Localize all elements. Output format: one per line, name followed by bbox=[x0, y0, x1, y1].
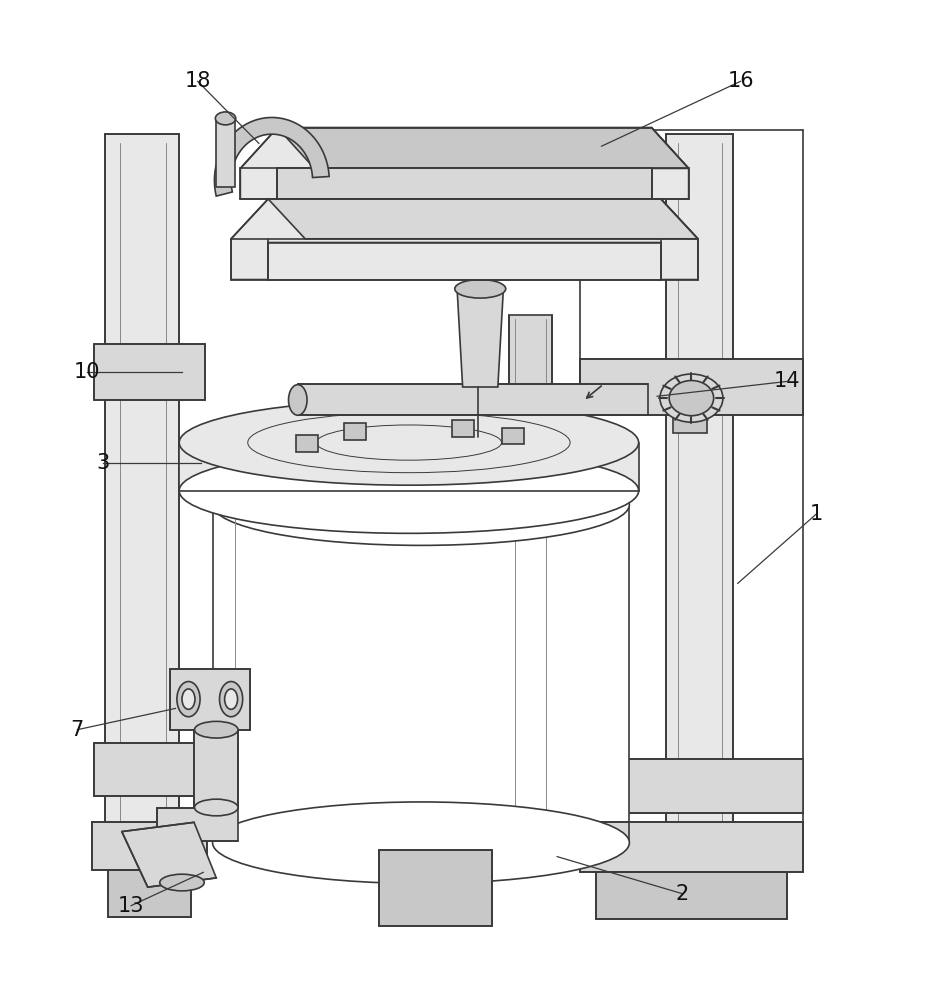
Polygon shape bbox=[277, 168, 651, 199]
Polygon shape bbox=[379, 850, 492, 926]
Ellipse shape bbox=[289, 385, 307, 415]
Ellipse shape bbox=[668, 381, 713, 416]
Polygon shape bbox=[580, 759, 802, 813]
Polygon shape bbox=[672, 415, 706, 433]
Text: 3: 3 bbox=[97, 453, 110, 473]
Polygon shape bbox=[157, 808, 238, 841]
Polygon shape bbox=[296, 435, 317, 452]
Polygon shape bbox=[108, 870, 191, 917]
Text: 2: 2 bbox=[675, 884, 688, 904]
Polygon shape bbox=[94, 743, 205, 796]
Text: 13: 13 bbox=[118, 896, 144, 916]
Polygon shape bbox=[240, 128, 688, 199]
Polygon shape bbox=[194, 730, 238, 808]
Ellipse shape bbox=[179, 448, 638, 533]
Ellipse shape bbox=[176, 682, 200, 717]
Ellipse shape bbox=[455, 280, 505, 298]
Ellipse shape bbox=[215, 112, 236, 125]
Polygon shape bbox=[277, 128, 688, 168]
Ellipse shape bbox=[219, 682, 242, 717]
Text: 7: 7 bbox=[71, 720, 84, 740]
Polygon shape bbox=[122, 822, 216, 887]
Polygon shape bbox=[596, 872, 786, 919]
Polygon shape bbox=[451, 420, 473, 437]
Polygon shape bbox=[457, 289, 503, 387]
Text: 18: 18 bbox=[185, 71, 211, 91]
Polygon shape bbox=[213, 505, 628, 843]
Text: 14: 14 bbox=[773, 371, 799, 391]
Polygon shape bbox=[231, 199, 697, 280]
Polygon shape bbox=[268, 243, 660, 280]
Polygon shape bbox=[268, 199, 697, 239]
Polygon shape bbox=[92, 822, 207, 870]
Polygon shape bbox=[179, 443, 638, 491]
Polygon shape bbox=[580, 359, 802, 415]
Ellipse shape bbox=[194, 799, 238, 816]
Ellipse shape bbox=[213, 802, 628, 883]
Polygon shape bbox=[170, 669, 250, 730]
Polygon shape bbox=[298, 384, 647, 415]
Text: 16: 16 bbox=[727, 71, 753, 91]
Polygon shape bbox=[216, 118, 235, 187]
Ellipse shape bbox=[659, 374, 722, 422]
Ellipse shape bbox=[182, 689, 195, 709]
Ellipse shape bbox=[194, 721, 238, 738]
Polygon shape bbox=[105, 134, 179, 847]
Text: 1: 1 bbox=[809, 504, 822, 524]
Polygon shape bbox=[343, 423, 366, 440]
Polygon shape bbox=[509, 315, 552, 852]
Ellipse shape bbox=[225, 689, 238, 709]
Ellipse shape bbox=[213, 464, 628, 545]
Text: 10: 10 bbox=[73, 362, 99, 382]
Ellipse shape bbox=[179, 400, 638, 485]
Polygon shape bbox=[665, 134, 732, 838]
Polygon shape bbox=[501, 428, 523, 444]
Polygon shape bbox=[580, 822, 802, 872]
Ellipse shape bbox=[160, 874, 204, 891]
Polygon shape bbox=[94, 344, 205, 400]
Polygon shape bbox=[214, 117, 329, 196]
